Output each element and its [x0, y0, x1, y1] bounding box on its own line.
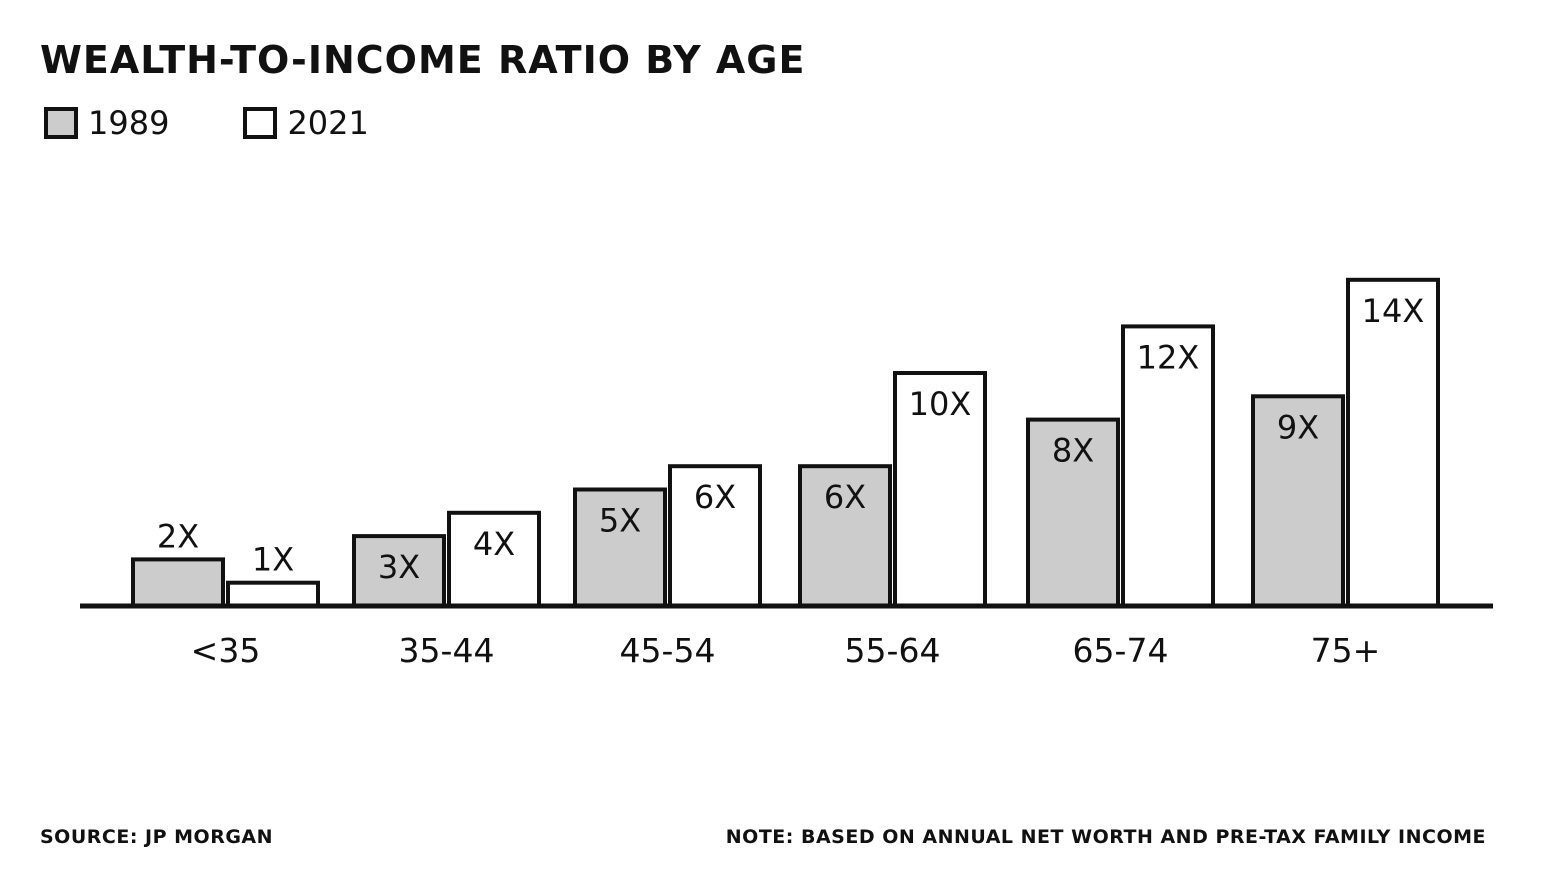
category-label-3: 55-64 — [845, 631, 941, 670]
category-label-4: 65-74 — [1073, 631, 1169, 670]
methodology-note: NOTE: BASED ON ANNUAL NET WORTH AND PRE-… — [725, 826, 1486, 848]
source-note: SOURCE: JP MORGAN — [40, 826, 274, 848]
category-label-2: 45-54 — [620, 631, 716, 670]
bar-2021-3 — [893, 371, 987, 608]
legend-swatch-2021 — [243, 107, 278, 139]
bar-label-1989-1: 3X — [378, 548, 420, 586]
bar-2021-5 — [1346, 277, 1440, 608]
bar-2021-0 — [226, 580, 320, 609]
bar-label-1989-2: 5X — [599, 502, 641, 540]
bar-label-2021-5: 14X — [1362, 292, 1425, 330]
category-label-0: <35 — [191, 631, 261, 670]
legend-item-1989: 1989 — [44, 104, 169, 142]
bar-label-1989-0: 2X — [157, 517, 199, 555]
bar-label-1989-5: 9X — [1277, 408, 1319, 446]
category-label-5: 75+ — [1311, 631, 1381, 670]
bar-label-1989-3: 6X — [824, 478, 866, 516]
bar-1989-5 — [1251, 394, 1345, 608]
bar-1989-3 — [798, 464, 892, 609]
legend-swatch-1989 — [44, 107, 78, 139]
chart-title: WEALTH-TO-INCOME RATIO BY AGE — [40, 38, 806, 82]
bar-label-2021-4: 12X — [1137, 338, 1200, 376]
bar-label-2021-1: 4X — [473, 525, 515, 563]
bar-label-2021-2: 6X — [694, 478, 736, 516]
legend-item-2021: 2021 — [243, 104, 369, 142]
legend-label-1989: 1989 — [88, 104, 170, 142]
bar-1989-0 — [131, 557, 225, 609]
category-label-1: 35-44 — [399, 631, 495, 670]
bar-label-2021-3: 10X — [909, 385, 972, 423]
bar-1989-4 — [1026, 417, 1120, 608]
legend-label-2021: 2021 — [287, 104, 369, 142]
bar-label-2021-0: 1X — [252, 541, 294, 579]
bar-label-1989-4: 8X — [1052, 432, 1094, 470]
chart-legend: 1989 2021 — [44, 104, 443, 142]
